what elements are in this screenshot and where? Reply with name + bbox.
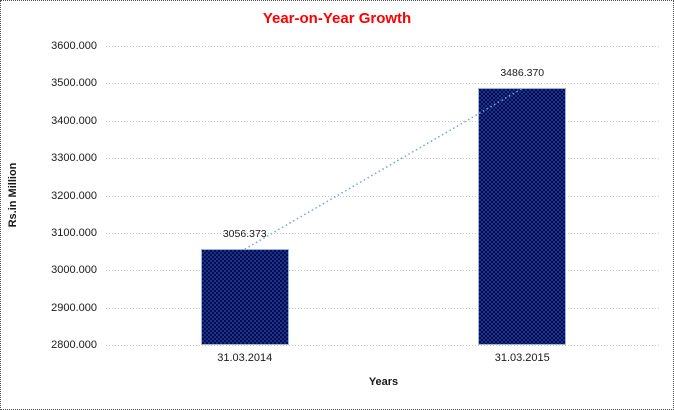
- data-label: 3486.370: [500, 67, 545, 80]
- plot-area: 3056.373 3486.370: [106, 46, 661, 346]
- chart-title: Year-on-Year Growth: [262, 10, 412, 27]
- bar-31.03.2014: [200, 249, 289, 345]
- x-axis-tick-label: 31.03.2014: [217, 352, 273, 364]
- y-axis-tick-label: 3300.000: [51, 152, 97, 165]
- gridline: [106, 120, 661, 122]
- y-axis-tick-label: 3100.000: [51, 226, 97, 239]
- y-axis-tick-label: 2800.000: [51, 339, 97, 351]
- x-axis-tick-label: 31.03.2015: [494, 352, 550, 364]
- x-axis-title: Years: [368, 376, 399, 388]
- y-axis-tick-label: 3200.000: [51, 189, 97, 202]
- y-axis-tick-label: 3000.000: [51, 264, 97, 277]
- bar-31.03.2015: [478, 88, 567, 345]
- gridline: [106, 307, 661, 309]
- gridline: [106, 46, 661, 47]
- gridline: [106, 158, 661, 160]
- y-axis-tick-label: 3500.000: [51, 77, 97, 90]
- data-label: 3056.373: [222, 228, 267, 241]
- gridline: [106, 345, 661, 346]
- y-axis-tick-label: 3600.000: [51, 40, 97, 52]
- gridline: [106, 270, 661, 272]
- y-axis-tick-label: 2900.000: [51, 301, 97, 314]
- gridline: [106, 83, 661, 85]
- gridline: [106, 195, 661, 197]
- y-axis-tick-label: 3400.000: [51, 114, 97, 127]
